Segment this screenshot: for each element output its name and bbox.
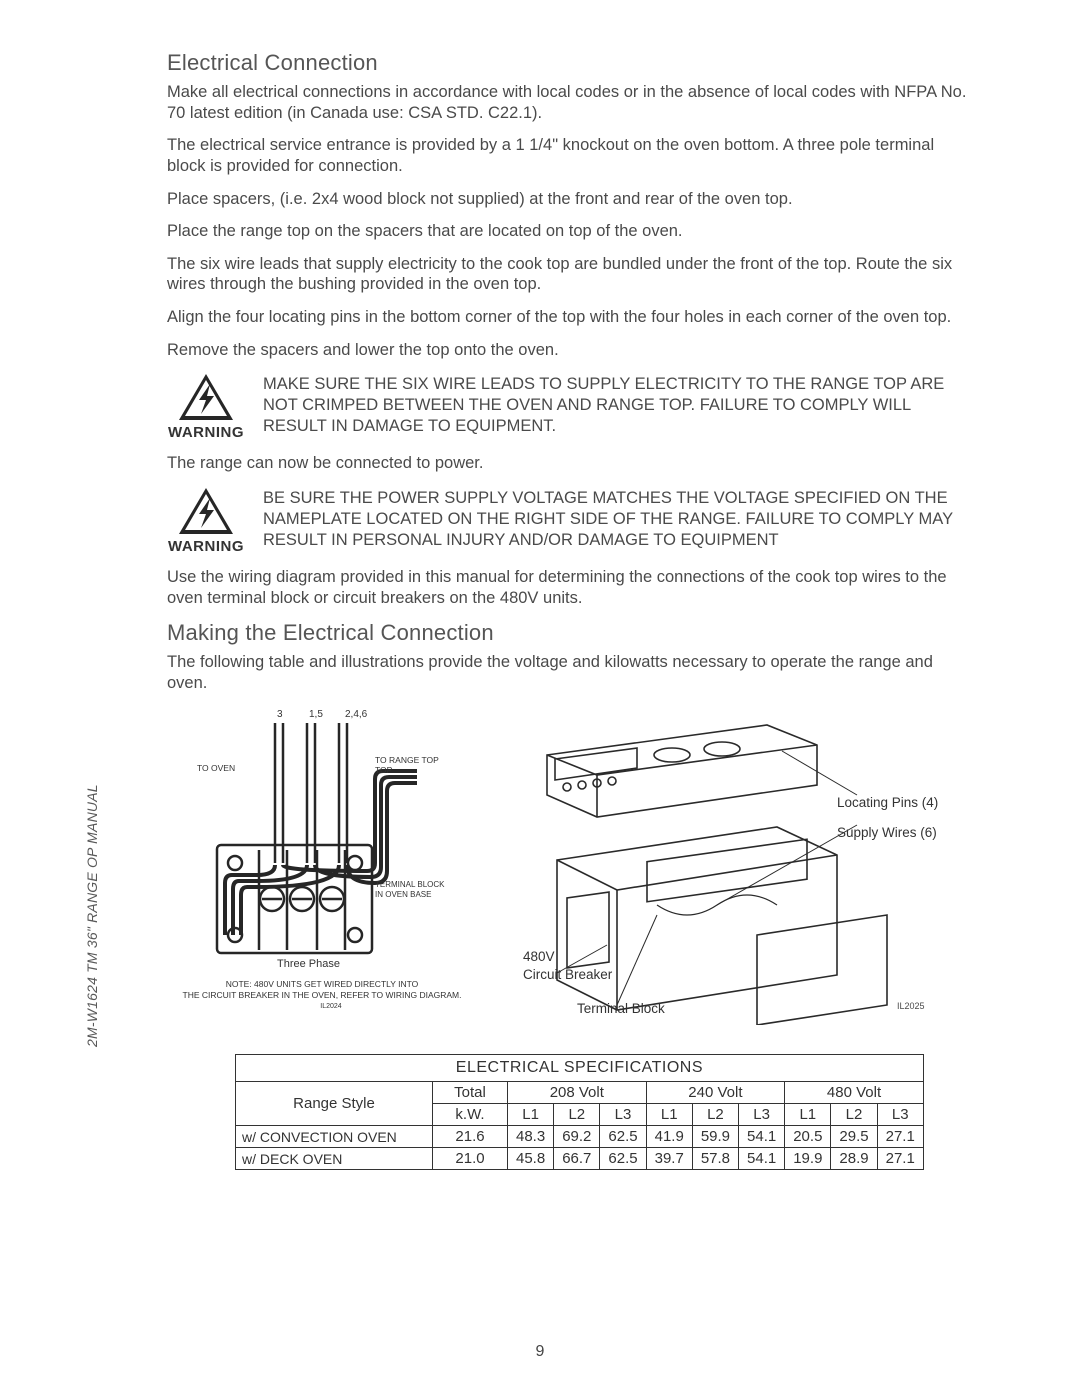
col-leg: L3 bbox=[600, 1104, 646, 1126]
warning-block: WARNING MAKE SURE THE SIX WIRE LEADS TO … bbox=[167, 372, 968, 441]
table-title: ELECTRICAL SPECIFICATIONS bbox=[236, 1055, 924, 1082]
svg-text:TO OVEN: TO OVEN bbox=[197, 763, 235, 773]
cell-val: 54.1 bbox=[739, 1148, 785, 1170]
warning-block: WARNING BE SURE THE POWER SUPPLY VOLTAGE… bbox=[167, 486, 968, 555]
paragraph: Use the wiring diagram provided in this … bbox=[167, 567, 968, 608]
svg-text:3: 3 bbox=[277, 709, 283, 720]
cell-val: 39.7 bbox=[646, 1148, 692, 1170]
svg-text:2,4,6: 2,4,6 bbox=[345, 709, 368, 720]
callout-480v: 480V bbox=[523, 949, 555, 964]
vertical-doc-label: 2M-W1624 TM 36" RANGE OP MANUAL bbox=[84, 784, 100, 1047]
cell-kw: 21.6 bbox=[433, 1126, 508, 1148]
paragraph: Place the range top on the spacers that … bbox=[167, 221, 968, 242]
warning-text: MAKE SURE THE SIX WIRE LEADS TO SUPPLY E… bbox=[263, 372, 968, 437]
cell-val: 27.1 bbox=[877, 1148, 923, 1170]
col-leg: L2 bbox=[831, 1104, 877, 1126]
callout-terminal-block: Terminal Block bbox=[577, 1001, 665, 1016]
paragraph: Align the four locating pins in the bott… bbox=[167, 307, 968, 328]
warning-shock-icon bbox=[177, 486, 235, 536]
col-leg: L1 bbox=[646, 1104, 692, 1126]
wiring-note: NOTE: 480V UNITS GET WIRED DIRECTLY INTO bbox=[226, 979, 419, 989]
warning-badge: WARNING bbox=[167, 486, 245, 555]
paragraph: The following table and illustrations pr… bbox=[167, 652, 968, 693]
illustration-code: IL2025 bbox=[897, 1001, 925, 1011]
cell-range-name: w/ CONVECTION OVEN bbox=[236, 1126, 433, 1148]
spec-table-wrap: ELECTRICAL SPECIFICATIONS Range Style To… bbox=[235, 1054, 968, 1170]
cell-range-name: w/ DECK OVEN bbox=[236, 1148, 433, 1170]
warning-label: WARNING bbox=[168, 424, 244, 441]
table-row: w/ DECK OVEN 21.0 45.8 66.7 62.5 39.7 57… bbox=[236, 1148, 924, 1170]
cell-val: 69.2 bbox=[554, 1126, 600, 1148]
svg-text:TOP: TOP bbox=[375, 765, 393, 775]
cell-val: 41.9 bbox=[646, 1126, 692, 1148]
warning-shock-icon bbox=[177, 372, 235, 422]
cell-val: 66.7 bbox=[554, 1148, 600, 1170]
cell-val: 28.9 bbox=[831, 1148, 877, 1170]
cell-val: 27.1 bbox=[877, 1126, 923, 1148]
callout-supply-wires: Supply Wires (6) bbox=[837, 825, 937, 840]
wiring-note: THE CIRCUIT BREAKER IN THE OVEN, REFER T… bbox=[183, 990, 462, 1000]
cell-val: 45.8 bbox=[508, 1148, 554, 1170]
col-leg: L2 bbox=[554, 1104, 600, 1126]
assembly-diagram: Locating Pins (4) Supply Wires (6) 480V … bbox=[517, 705, 968, 1030]
col-volt-208: 208 Volt bbox=[508, 1082, 647, 1104]
svg-text:IN OVEN BASE: IN OVEN BASE bbox=[375, 890, 431, 899]
cell-val: 20.5 bbox=[785, 1126, 831, 1148]
wiring-diagram: 3 1,5 2,4,6 bbox=[167, 705, 477, 1011]
svg-text:Three Phase: Three Phase bbox=[277, 958, 340, 970]
warning-badge: WARNING bbox=[167, 372, 245, 441]
manual-page: 2M-W1624 TM 36" RANGE OP MANUAL Electric… bbox=[0, 0, 1080, 1397]
paragraph: The six wire leads that supply electrici… bbox=[167, 254, 968, 295]
col-leg: L2 bbox=[692, 1104, 738, 1126]
cell-kw: 21.0 bbox=[433, 1148, 508, 1170]
col-leg: L3 bbox=[739, 1104, 785, 1126]
col-volt-240: 240 Volt bbox=[646, 1082, 785, 1104]
svg-text:TERMINAL BLOCK: TERMINAL BLOCK bbox=[375, 880, 445, 889]
warning-label: WARNING bbox=[168, 538, 244, 555]
cell-val: 48.3 bbox=[508, 1126, 554, 1148]
callout-circuit-breaker: Circuit Breaker bbox=[523, 967, 612, 982]
cell-val: 19.9 bbox=[785, 1148, 831, 1170]
table-row: w/ CONVECTION OVEN 21.6 48.3 69.2 62.5 4… bbox=[236, 1126, 924, 1148]
col-leg: L1 bbox=[508, 1104, 554, 1126]
col-total-kw-2: k.W. bbox=[433, 1104, 508, 1126]
cell-val: 29.5 bbox=[831, 1126, 877, 1148]
paragraph: Make all electrical connections in accor… bbox=[167, 82, 968, 123]
callout-locating-pins: Locating Pins (4) bbox=[837, 795, 938, 810]
col-range-style: Range Style bbox=[236, 1082, 433, 1126]
col-leg: L1 bbox=[785, 1104, 831, 1126]
col-leg: L3 bbox=[877, 1104, 923, 1126]
cell-val: 59.9 bbox=[692, 1126, 738, 1148]
section-title-making-connection: Making the Electrical Connection bbox=[167, 620, 968, 646]
paragraph: Place spacers, (i.e. 2x4 wood block not … bbox=[167, 189, 968, 210]
svg-text:TO RANGE TOP: TO RANGE TOP bbox=[375, 755, 439, 765]
col-total-kw: Total bbox=[433, 1082, 508, 1104]
cell-val: 62.5 bbox=[600, 1126, 646, 1148]
svg-text:1,5: 1,5 bbox=[309, 709, 323, 720]
paragraph: The electrical service entrance is provi… bbox=[167, 135, 968, 176]
wiring-svg: 3 1,5 2,4,6 bbox=[177, 705, 467, 995]
paragraph: The range can now be connected to power. bbox=[167, 453, 968, 474]
cell-val: 57.8 bbox=[692, 1148, 738, 1170]
illustration-code: IL2024 bbox=[320, 1003, 341, 1010]
cell-val: 62.5 bbox=[600, 1148, 646, 1170]
col-volt-480: 480 Volt bbox=[785, 1082, 924, 1104]
electrical-spec-table: ELECTRICAL SPECIFICATIONS Range Style To… bbox=[235, 1054, 924, 1170]
section-title-electrical-connection: Electrical Connection bbox=[167, 50, 968, 76]
paragraph: Remove the spacers and lower the top ont… bbox=[167, 340, 968, 361]
warning-text: BE SURE THE POWER SUPPLY VOLTAGE MATCHES… bbox=[263, 486, 968, 551]
cell-val: 54.1 bbox=[739, 1126, 785, 1148]
diagram-row: 3 1,5 2,4,6 bbox=[167, 705, 968, 1030]
page-number: 9 bbox=[0, 1343, 1080, 1361]
